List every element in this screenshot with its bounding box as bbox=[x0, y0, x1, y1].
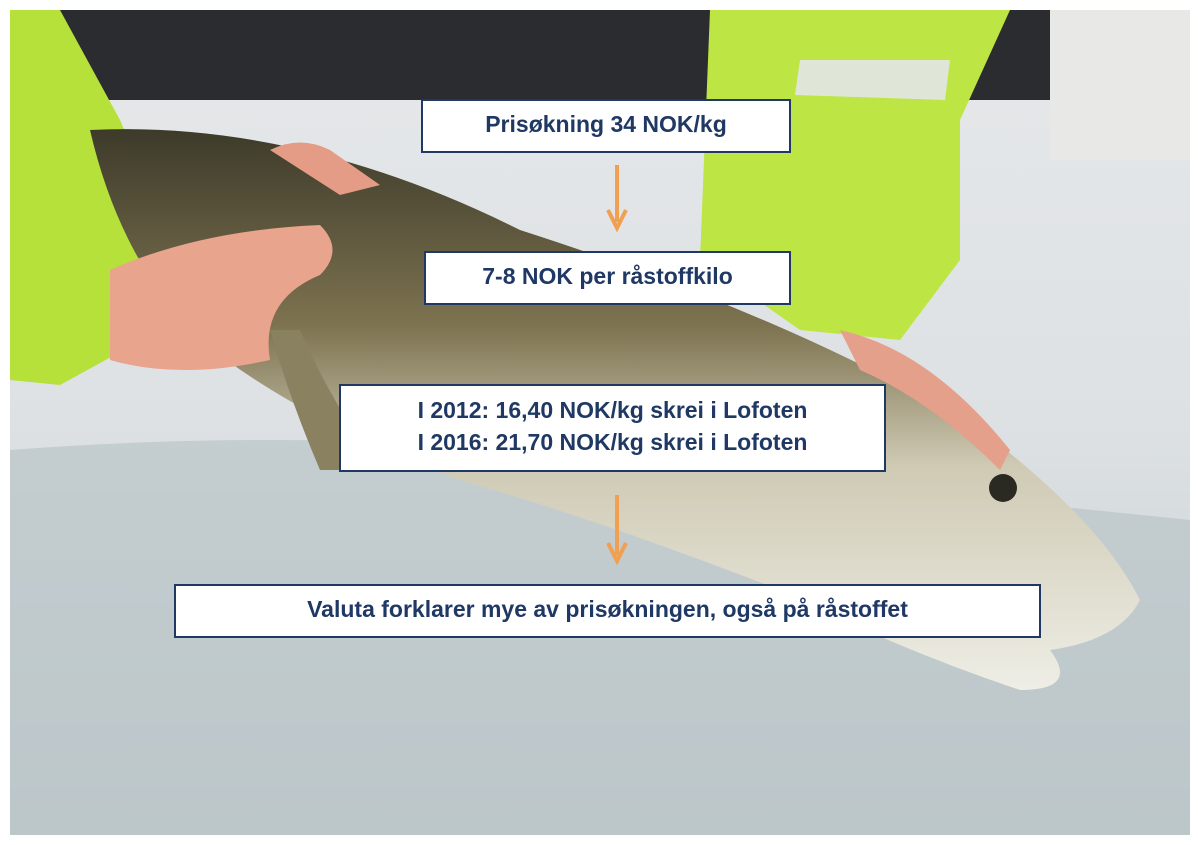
text-box: I 2012: 16,40 NOK/kg skrei i Lofoten I 20… bbox=[340, 385, 885, 471]
fish-eye bbox=[989, 474, 1017, 502]
box-text: Prisøkning 34 NOK/kg bbox=[485, 111, 727, 137]
box-text: Valuta forklarer mye av prisøkningen, og… bbox=[307, 596, 908, 622]
wall bbox=[1050, 10, 1190, 160]
box-text: I 2016: 21,70 NOK/kg skrei i Lofoten bbox=[418, 429, 808, 455]
text-box: Prisøkning 34 NOK/kg bbox=[422, 100, 790, 152]
box-text: 7-8 NOK per råstoffkilo bbox=[482, 263, 733, 289]
page: Prisøkning 34 NOK/kg 7-8 NOK per råstoffk… bbox=[0, 0, 1198, 845]
text-box: 7-8 NOK per råstoffkilo bbox=[425, 252, 790, 304]
slide: Prisøkning 34 NOK/kg 7-8 NOK per råstoffk… bbox=[0, 0, 1198, 845]
reflector bbox=[795, 60, 950, 100]
text-box: Valuta forklarer mye av prisøkningen, og… bbox=[175, 585, 1040, 637]
box-text: I 2012: 16,40 NOK/kg skrei i Lofoten bbox=[418, 397, 808, 423]
